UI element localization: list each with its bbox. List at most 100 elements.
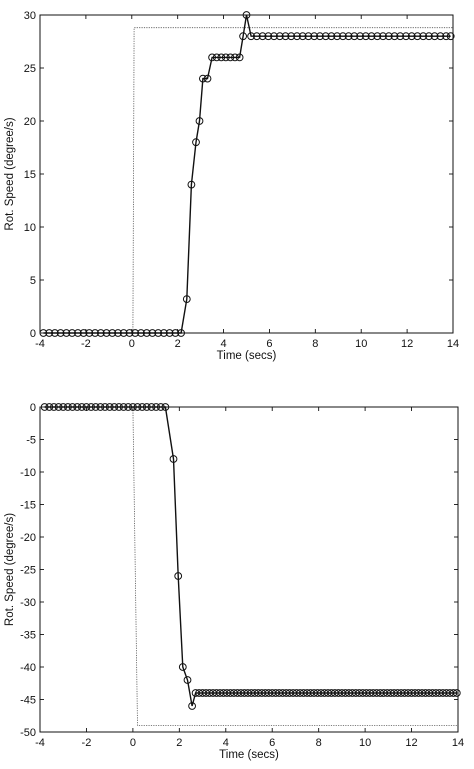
x-tick-label: 2	[176, 737, 182, 749]
data-point	[50, 403, 58, 411]
data-point	[344, 32, 353, 41]
data-point	[182, 295, 191, 304]
data-point	[217, 53, 226, 62]
x-tick-label: 14	[452, 737, 464, 749]
y-tick-label: 0	[30, 328, 36, 340]
y-tick-label: -5	[26, 435, 36, 447]
data-point	[264, 32, 273, 41]
data-point	[270, 32, 278, 41]
data-point	[239, 32, 248, 41]
y-tick-label: -10	[20, 467, 36, 479]
data-point	[298, 32, 307, 41]
x-tick-label: 14	[447, 338, 459, 350]
x-tick-label: 8	[316, 737, 322, 749]
data-point	[195, 117, 204, 125]
data-point	[74, 329, 82, 337]
data-point	[77, 403, 86, 411]
data-point	[310, 32, 319, 41]
data-point	[45, 329, 54, 337]
y-tick-label: -30	[20, 597, 36, 609]
data-point	[142, 329, 151, 337]
data-point	[96, 403, 105, 411]
x-tick-label: 0	[130, 737, 136, 749]
data-point	[203, 74, 212, 83]
data-point	[361, 32, 370, 41]
data-point	[148, 329, 157, 337]
x-axis-label: Time (secs)	[217, 350, 277, 362]
data-point	[59, 403, 68, 411]
y-tick-label: -50	[20, 727, 36, 739]
x-tick-label: 10	[355, 338, 367, 350]
x-tick-label: -4	[35, 338, 45, 350]
data-point	[131, 329, 140, 337]
data-point	[87, 403, 95, 411]
data-point	[390, 32, 399, 41]
data-point	[275, 32, 284, 41]
x-tick-label: -4	[35, 737, 45, 749]
data-point	[339, 32, 347, 41]
data-point	[226, 53, 235, 62]
data-point	[212, 53, 221, 62]
y-tick-label: 20	[24, 116, 36, 128]
data-point	[137, 329, 145, 337]
x-tick-label: -2	[81, 338, 91, 350]
plot-frame	[39, 14, 454, 334]
data-point	[119, 403, 128, 411]
data-point	[108, 329, 117, 337]
data-point	[110, 403, 119, 411]
data-point	[105, 403, 114, 411]
data-point	[169, 455, 178, 463]
y-tick-label: -20	[20, 532, 36, 544]
response-line	[43, 14, 451, 334]
chart-panel-2: -4 -2 0 2 4 6 8 10 12 140-5-10-15-20-25-30-35-40-…	[4, 402, 464, 761]
data-point	[54, 403, 63, 411]
data-point	[258, 32, 267, 41]
data-point	[133, 403, 142, 411]
data-point	[160, 329, 168, 337]
data-point	[161, 403, 170, 411]
data-point	[281, 32, 290, 41]
data-point	[287, 32, 296, 41]
data-point	[373, 32, 382, 41]
data-point	[56, 329, 65, 337]
data-point	[91, 403, 100, 411]
data-point	[425, 32, 433, 41]
data-point	[138, 403, 147, 411]
y-tick-label: 0	[30, 402, 36, 414]
data-point	[64, 403, 72, 411]
y-axis-label: Rot. Speed (degree/s)	[4, 117, 16, 230]
data-point	[247, 32, 256, 41]
data-point	[413, 32, 422, 41]
x-tick-label: 6	[266, 338, 272, 350]
x-tick-label: 2	[175, 338, 181, 350]
x-tick-label: 4	[220, 338, 226, 350]
data-point	[436, 32, 445, 41]
data-point	[188, 702, 197, 710]
data-point	[350, 32, 359, 41]
data-point	[242, 11, 251, 19]
data-point	[154, 329, 163, 337]
data-point	[379, 32, 387, 41]
data-point	[152, 403, 161, 411]
x-tick-label: 10	[359, 737, 371, 749]
data-point	[396, 32, 405, 41]
data-point	[85, 329, 94, 337]
x-tick-label: 12	[405, 737, 417, 749]
data-point	[129, 403, 137, 411]
data-point	[73, 403, 82, 411]
data-point	[79, 329, 88, 337]
x-tick-label: 12	[401, 338, 413, 350]
data-point	[221, 53, 230, 62]
data-point	[402, 32, 410, 41]
data-point	[321, 32, 330, 41]
x-tick-label: 4	[223, 737, 229, 749]
data-point	[115, 403, 123, 411]
x-tick-label: 8	[312, 338, 318, 350]
data-point	[39, 329, 48, 337]
data-point	[102, 329, 111, 337]
data-point	[235, 53, 244, 62]
data-point	[446, 32, 455, 41]
data-point	[407, 32, 416, 41]
data-point	[304, 32, 313, 41]
